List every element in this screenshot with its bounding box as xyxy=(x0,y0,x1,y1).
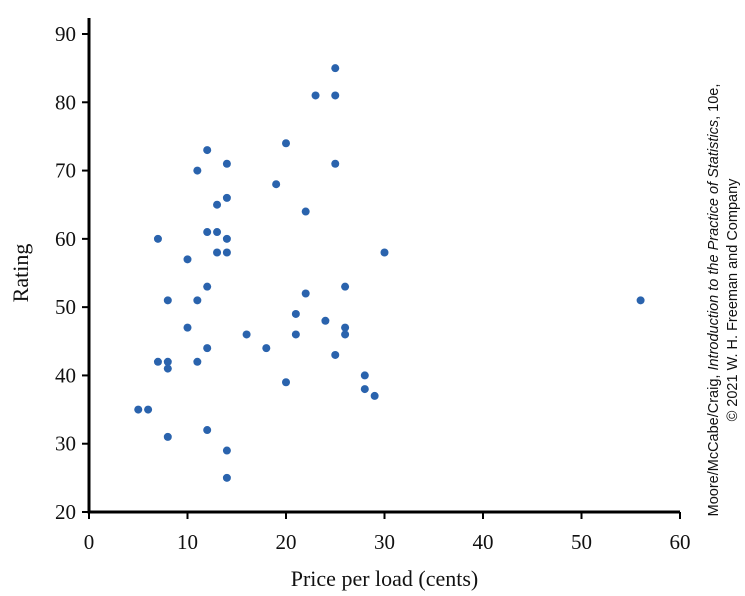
data-point xyxy=(213,248,222,257)
data-point xyxy=(341,323,350,332)
copyright-credit: Moore/McCabe/Craig, Introduction to the … xyxy=(706,84,741,517)
data-point xyxy=(272,180,281,189)
data-point xyxy=(134,405,143,414)
data-point xyxy=(203,146,212,155)
y-tick-label: 90 xyxy=(55,22,76,46)
data-points xyxy=(134,64,645,482)
data-point xyxy=(193,296,202,305)
data-point xyxy=(331,350,340,359)
data-point xyxy=(183,323,192,332)
x-tick-label: 20 xyxy=(276,530,297,554)
data-point xyxy=(153,357,162,366)
data-point xyxy=(360,385,369,394)
data-point xyxy=(370,391,379,400)
data-point xyxy=(222,248,231,257)
data-point xyxy=(163,364,172,373)
x-tick-label: 0 xyxy=(84,530,95,554)
data-point xyxy=(222,473,231,482)
y-tick-label: 80 xyxy=(55,90,76,114)
data-point xyxy=(380,248,389,257)
x-tick-label: 60 xyxy=(670,530,691,554)
data-point xyxy=(213,228,222,237)
data-point xyxy=(262,344,271,353)
x-axis-title: Price per load (cents) xyxy=(291,566,479,591)
data-point xyxy=(242,330,251,339)
y-tick-label: 50 xyxy=(55,295,76,319)
y-axis-title: Rating xyxy=(8,244,33,303)
y-tick-label: 60 xyxy=(55,227,76,251)
data-point xyxy=(144,405,153,414)
credit-book-title: Introduction to the Practice of Statisti… xyxy=(706,120,722,371)
y-tick-label: 20 xyxy=(55,500,76,524)
data-point xyxy=(341,282,350,291)
y-tick-label: 40 xyxy=(55,363,76,387)
credit-line-1: Moore/McCabe/Craig, Introduction to the … xyxy=(706,84,722,517)
data-point xyxy=(153,234,162,243)
data-point xyxy=(321,316,330,325)
data-point xyxy=(203,426,212,435)
credit-line-2: © 2021 W. H. Freeman and Company xyxy=(725,178,741,422)
data-point xyxy=(163,432,172,441)
data-point xyxy=(193,357,202,366)
data-point xyxy=(360,371,369,380)
data-point xyxy=(636,296,645,305)
x-tick-label: 50 xyxy=(571,530,592,554)
y-tick-label: 30 xyxy=(55,432,76,456)
x-tick-label: 10 xyxy=(177,530,198,554)
data-point xyxy=(213,200,222,209)
credit-edition: , 10e, xyxy=(706,84,722,120)
x-tick-label: 40 xyxy=(473,530,494,554)
data-point xyxy=(222,193,231,202)
data-point xyxy=(193,166,202,175)
data-point xyxy=(291,309,300,318)
x-axis-ticks: 0 10 20 30 40 50 60 xyxy=(84,512,691,554)
data-point xyxy=(163,296,172,305)
credit-authors: Moore/McCabe/Craig, xyxy=(706,371,722,517)
data-point xyxy=(203,228,212,237)
data-point xyxy=(203,344,212,353)
data-point xyxy=(301,207,310,216)
data-point xyxy=(222,159,231,168)
data-point xyxy=(163,357,172,366)
data-point xyxy=(282,378,290,387)
data-point xyxy=(331,64,340,73)
data-point xyxy=(222,234,231,243)
data-point xyxy=(203,282,212,291)
data-point xyxy=(291,330,300,339)
data-point xyxy=(282,139,290,148)
data-point xyxy=(311,91,320,100)
y-tick-label: 70 xyxy=(55,159,76,183)
data-point xyxy=(331,159,340,168)
y-axis-ticks: 20 30 40 50 60 70 80 90 xyxy=(55,22,89,524)
data-point xyxy=(331,91,340,100)
x-tick-label: 30 xyxy=(374,530,395,554)
data-point xyxy=(301,289,310,298)
data-point xyxy=(222,446,231,455)
data-point xyxy=(341,330,350,339)
data-point xyxy=(183,255,192,264)
